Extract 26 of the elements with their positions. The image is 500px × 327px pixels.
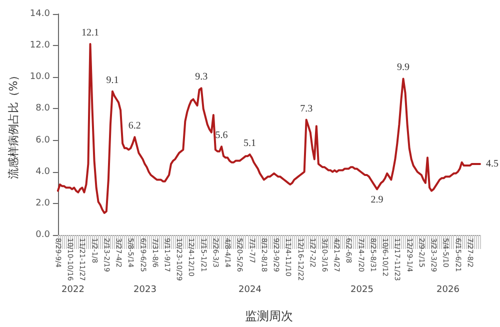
y-tick-label: 8.0	[36, 104, 50, 114]
x-axis-title: 监测周次	[244, 309, 293, 323]
data-label: 2.9	[370, 194, 384, 206]
y-tick-label: 6.0	[36, 135, 50, 146]
data-label: 5.1	[244, 138, 256, 149]
y-tick-label: 12.0	[30, 40, 50, 51]
text: 2023	[134, 285, 156, 295]
data-label: 9.9	[397, 62, 410, 74]
data-label: 12.1	[82, 27, 99, 38]
text: 2025	[350, 285, 374, 295]
data-label: 4.5	[486, 158, 498, 170]
data-label: 7.3	[300, 103, 313, 114]
y-tick-label: 10.0	[30, 72, 50, 82]
y-tick-label: 14.0	[30, 9, 50, 19]
data-label: 5.6	[215, 130, 228, 142]
data-label: 9.1	[106, 74, 119, 86]
data-label: 9.3	[195, 72, 208, 83]
y-axis-title: 流感样病例占比（%）	[7, 70, 20, 180]
text: 2022	[62, 285, 84, 295]
text: 2024	[238, 285, 262, 295]
y-tick-label: 2.0	[36, 198, 50, 208]
data-label: 6.2	[128, 120, 141, 132]
y-tick-label: 0.0	[36, 230, 50, 240]
text: 2026	[436, 285, 460, 295]
y-tick-label: 4.0	[36, 166, 50, 177]
line-series	[56, 42, 481, 214]
